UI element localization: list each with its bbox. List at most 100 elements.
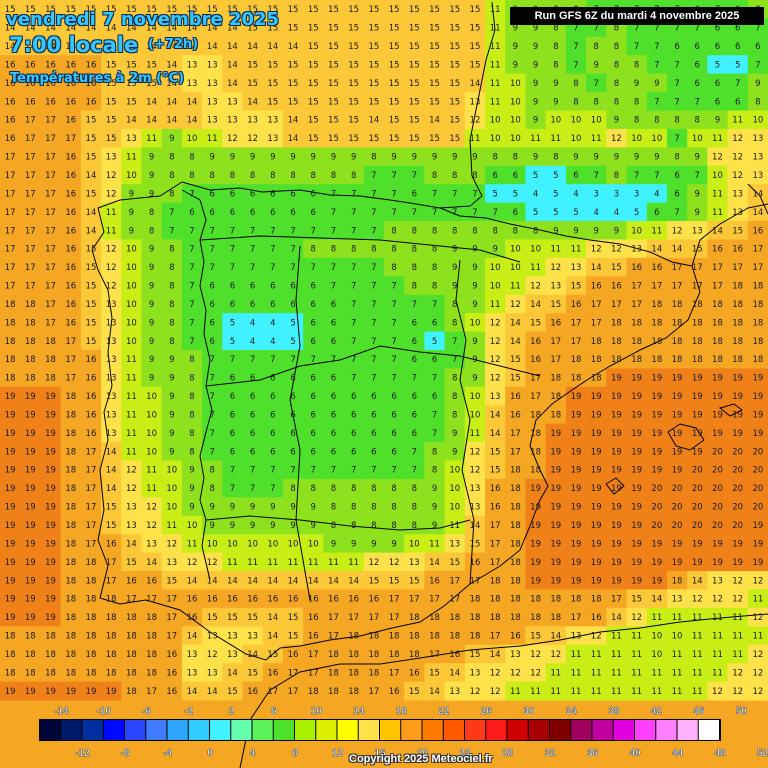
temperature-value: 6 bbox=[412, 318, 417, 328]
temperature-cell bbox=[20, 423, 42, 443]
temperature-value: 19 bbox=[45, 576, 56, 586]
temperature-value: 18 bbox=[146, 668, 157, 678]
temperature-value: 17 bbox=[571, 613, 582, 623]
temperature-cell bbox=[444, 184, 466, 204]
temperature-value: 19 bbox=[692, 447, 703, 457]
temperature-cell bbox=[20, 681, 42, 701]
temperature-value: 18 bbox=[25, 650, 36, 660]
temperature-cell bbox=[747, 423, 768, 443]
temperature-cell bbox=[161, 110, 183, 130]
temperature-value: 19 bbox=[651, 410, 662, 420]
temperature-value: 17 bbox=[631, 300, 642, 310]
temperature-value: 6 bbox=[513, 208, 518, 218]
temperature-value: 12 bbox=[106, 171, 117, 181]
temperature-value: 16 bbox=[611, 282, 622, 292]
temperature-cell bbox=[101, 202, 122, 222]
temperature-cell bbox=[565, 257, 587, 277]
temperature-cell bbox=[363, 18, 385, 38]
temperature-value: 7 bbox=[331, 282, 336, 292]
temperature-value: 7 bbox=[250, 484, 255, 494]
temperature-value: 18 bbox=[510, 466, 521, 476]
temperature-cell bbox=[161, 497, 183, 517]
temperature-cell bbox=[323, 0, 345, 20]
temperature-value: 15 bbox=[126, 79, 137, 89]
temperature-value: 9 bbox=[614, 226, 619, 236]
temperature-cell bbox=[343, 478, 365, 498]
temperature-value: 18 bbox=[86, 613, 97, 623]
temperature-value: 18 bbox=[368, 668, 379, 678]
temperature-cell bbox=[565, 515, 587, 535]
temperature-cell bbox=[101, 515, 122, 535]
temperature-value: 16 bbox=[571, 300, 582, 310]
temperature-value: 6 bbox=[290, 208, 295, 218]
temperature-cell bbox=[363, 405, 385, 425]
temperature-cell bbox=[707, 386, 729, 406]
temperature-value: 7 bbox=[735, 79, 740, 89]
temperature-value: 12 bbox=[470, 687, 481, 697]
temperature-cell bbox=[40, 497, 62, 517]
temperature-value: 11 bbox=[227, 558, 238, 568]
temperature-cell bbox=[545, 497, 567, 517]
temperature-cell bbox=[303, 681, 324, 701]
temperature-value: 13 bbox=[227, 97, 238, 107]
temperature-value: 14 bbox=[187, 632, 198, 642]
temperature-cell bbox=[60, 55, 82, 75]
temperature-value: 8 bbox=[189, 355, 194, 365]
temperature-value: 19 bbox=[591, 466, 602, 476]
temperature-cell bbox=[424, 184, 446, 204]
temperature-value: 12 bbox=[490, 355, 501, 365]
temperature-value: 6 bbox=[311, 300, 316, 310]
region-border-east bbox=[455, 259, 475, 585]
temperature-cell bbox=[707, 515, 729, 535]
temperature-cell bbox=[343, 350, 365, 370]
temperature-value: 6 bbox=[371, 429, 376, 439]
temperature-value: 11 bbox=[166, 521, 177, 531]
temperature-cell bbox=[606, 368, 628, 388]
temperature-cell bbox=[141, 626, 163, 646]
temperature-cell bbox=[565, 110, 587, 130]
temperature-cell bbox=[121, 128, 143, 148]
temperature-value: 16 bbox=[368, 595, 379, 605]
temperature-cell bbox=[323, 128, 345, 148]
temperature-value: 11 bbox=[449, 521, 460, 531]
temperature-value: 19 bbox=[25, 595, 36, 605]
temperature-value: 19 bbox=[752, 521, 763, 531]
temperature-cell bbox=[363, 276, 385, 296]
temperature-cell bbox=[444, 165, 466, 185]
temperature-value: 9 bbox=[492, 245, 497, 255]
temperature-cell bbox=[60, 110, 82, 130]
temperature-value: 15 bbox=[86, 153, 97, 163]
temperature-cell bbox=[424, 221, 446, 241]
temperature-value: 14 bbox=[470, 79, 481, 89]
temperature-value: 7 bbox=[331, 208, 336, 218]
temperature-value: 9 bbox=[149, 263, 154, 273]
temperature-value: 17 bbox=[5, 153, 16, 163]
temperature-cell bbox=[161, 73, 183, 93]
temperature-value: 16 bbox=[288, 650, 299, 660]
temperature-value: 7 bbox=[351, 337, 356, 347]
temperature-value: 7 bbox=[331, 226, 336, 236]
temperature-value: 19 bbox=[25, 558, 36, 568]
temperature-value: 8 bbox=[230, 171, 235, 181]
temperature-cell bbox=[80, 681, 102, 701]
temperature-cell bbox=[444, 552, 466, 572]
temperature-value: 18 bbox=[65, 484, 76, 494]
temperature-value: 18 bbox=[712, 355, 723, 365]
temperature-cell bbox=[747, 110, 768, 130]
temperature-cell bbox=[202, 460, 223, 480]
temperature-value: 14 bbox=[106, 484, 117, 494]
temperature-value: 8 bbox=[250, 171, 255, 181]
temperature-cell bbox=[707, 239, 729, 259]
temperature-cell bbox=[20, 165, 42, 185]
temperature-value: 19 bbox=[45, 687, 56, 697]
temperature-value: 12 bbox=[530, 668, 541, 678]
temperature-cell bbox=[666, 36, 688, 56]
temperature-value: 10 bbox=[510, 97, 521, 107]
temperature-cell bbox=[282, 589, 304, 609]
temperature-value: 16 bbox=[65, 189, 76, 199]
temperature-value: 10 bbox=[126, 337, 137, 347]
temperature-cell bbox=[424, 128, 446, 148]
temperature-value: 8 bbox=[391, 245, 396, 255]
temperature-cell bbox=[141, 644, 163, 664]
temperature-cell bbox=[363, 147, 385, 167]
